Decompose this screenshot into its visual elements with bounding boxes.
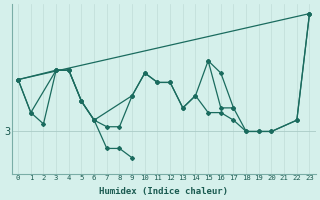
X-axis label: Humidex (Indice chaleur): Humidex (Indice chaleur) [99,187,228,196]
